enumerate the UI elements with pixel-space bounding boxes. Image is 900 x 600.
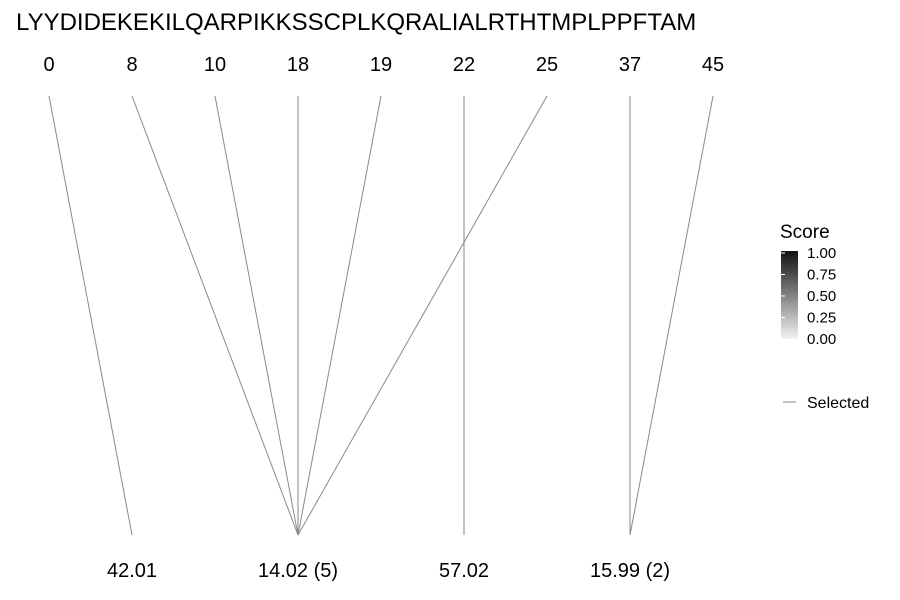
score-colorbar [781,251,798,339]
position-label: 0 [43,54,54,76]
connection-lines [48,95,714,536]
peptide-sequence: LYYDIDEKEKILQARPIKKSSCPLKQRALIALRTHTMPLP… [16,9,696,36]
connection-line [131,95,299,536]
colorbar-tick-label: 0.50 [807,288,836,305]
connection-line [214,95,299,536]
colorbar-tick-label: 1.00 [807,245,836,262]
selected-legend: Selected [783,395,869,412]
position-label: 37 [619,54,641,76]
position-labels: 0 8 10 18 19 22 25 37 45 [43,54,724,76]
colorbar-tick-label: 0.00 [807,331,836,348]
mass-shift-label: 14.02 (5) [258,560,338,582]
selected-label: Selected [807,395,869,412]
legend-ticks: 1.00 0.75 0.50 0.25 0.00 [781,245,836,348]
mass-labels: 42.01 14.02 (5) 57.02 15.99 (2) [107,560,670,582]
legend-title: Score [780,222,830,243]
connection-line [48,95,133,536]
colorbar-tick-label: 0.75 [807,267,836,284]
mass-shift-label: 42.01 [107,560,157,582]
mass-shift-label: 57.02 [439,560,489,582]
connection-line [297,95,548,536]
position-label: 22 [453,54,475,76]
mass-shift-label: 15.99 (2) [590,560,670,582]
connection-line [297,95,382,536]
position-label: 18 [287,54,309,76]
position-label: 25 [536,54,558,76]
colorbar-tick-label: 0.25 [807,310,836,327]
connection-line [629,95,714,536]
score-legend: Score 1.00 0.75 0.50 0.25 0.00 [780,222,836,348]
position-label: 45 [702,54,724,76]
position-label: 19 [370,54,392,76]
position-label: 8 [126,54,137,76]
position-label: 10 [204,54,226,76]
